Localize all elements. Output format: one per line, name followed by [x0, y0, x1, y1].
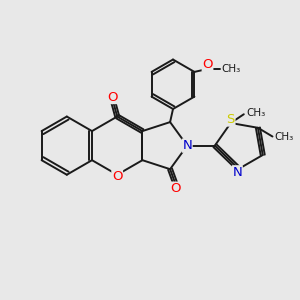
- Text: O: O: [112, 170, 122, 183]
- Text: CH₃: CH₃: [275, 131, 294, 142]
- Text: CH₃: CH₃: [246, 108, 266, 118]
- Text: CH₃: CH₃: [221, 64, 240, 74]
- Text: N: N: [182, 139, 192, 152]
- Text: S: S: [226, 113, 235, 126]
- Text: N: N: [232, 166, 242, 179]
- Text: O: O: [171, 182, 181, 195]
- Text: O: O: [202, 58, 213, 71]
- Text: O: O: [108, 91, 118, 103]
